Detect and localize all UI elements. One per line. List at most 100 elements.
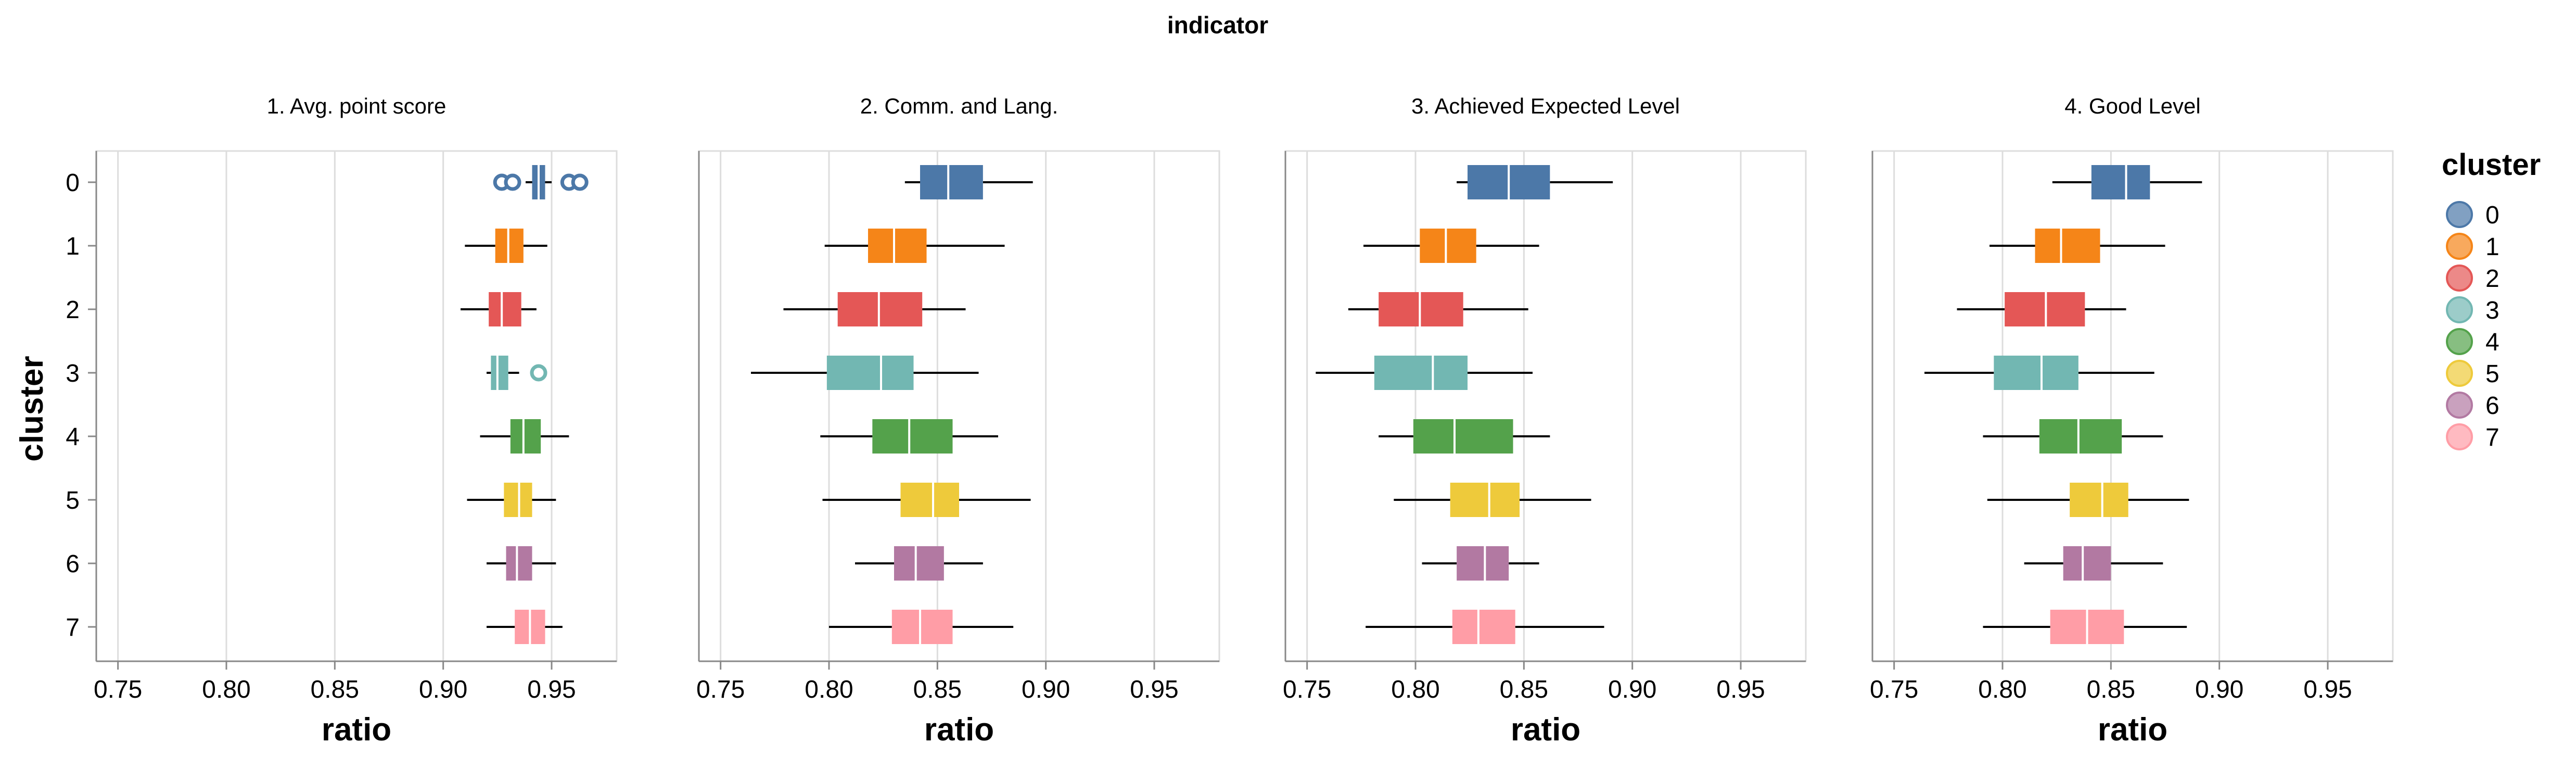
box-cluster-6 bbox=[2024, 546, 2163, 581]
box bbox=[1994, 356, 2078, 390]
box bbox=[920, 165, 983, 199]
legend-swatch bbox=[2446, 392, 2473, 419]
box-cluster-1 bbox=[1990, 229, 2165, 263]
x-tick-label: 0.85 bbox=[311, 676, 359, 703]
outlier-point bbox=[571, 173, 589, 191]
legend-item-3: 3 bbox=[2446, 296, 2500, 324]
legend-item-6: 6 bbox=[2446, 392, 2500, 420]
legend-item-1: 1 bbox=[2446, 233, 2500, 261]
box bbox=[2091, 165, 2150, 199]
x-tick-label: 0.80 bbox=[805, 676, 853, 703]
box-cluster-4 bbox=[1379, 419, 1550, 454]
x-tick-label: 0.85 bbox=[913, 676, 962, 703]
panels: 1. Avg. point score 0.75 0.80 0.85 0.90 0.95 r… bbox=[66, 94, 2394, 748]
legend-label: 3 bbox=[2485, 297, 2500, 324]
panel-title: 3. Achieved Expected Level bbox=[1411, 94, 1680, 118]
chart-title: indicator bbox=[1167, 11, 1268, 39]
panel-frame bbox=[95, 150, 618, 662]
box-cluster-4 bbox=[1983, 419, 2163, 454]
x-tick-label: 0.75 bbox=[696, 676, 745, 703]
x-axis-title: ratio bbox=[322, 712, 391, 748]
box-cluster-4 bbox=[480, 419, 569, 454]
legend: cluster 0 1 2 3 4 5 6 7 bbox=[2442, 148, 2541, 451]
legend-item-5: 5 bbox=[2446, 360, 2500, 388]
box-cluster-7 bbox=[1983, 610, 2187, 644]
panel-frame bbox=[698, 150, 1220, 662]
box-cluster-2 bbox=[1957, 292, 2126, 326]
x-tick-label: 0.85 bbox=[1500, 676, 1548, 703]
x-tick-label: 0.95 bbox=[1716, 676, 1765, 703]
x-tick-label: 0.75 bbox=[1283, 676, 1331, 703]
y-tick-label: 7 bbox=[66, 614, 80, 641]
x-tick-label: 0.80 bbox=[1391, 676, 1439, 703]
box-cluster-5 bbox=[1987, 483, 2189, 517]
x-tick-label: 0.95 bbox=[1130, 676, 1178, 703]
legend-title: cluster bbox=[2442, 148, 2541, 182]
legend-label: 4 bbox=[2485, 329, 2500, 356]
panel-title: 2. Comm. and Lang. bbox=[860, 94, 1059, 118]
x-tick-label: 0.90 bbox=[1608, 676, 1656, 703]
box bbox=[1420, 229, 1476, 263]
panel-1: 1. Avg. point score 0.75 0.80 0.85 0.90 0.95 r… bbox=[66, 94, 618, 748]
y-tick-label: 4 bbox=[66, 423, 80, 451]
box-cluster-3 bbox=[751, 356, 979, 390]
box bbox=[491, 356, 508, 390]
box-cluster-0 bbox=[2052, 165, 2202, 199]
legend-item-0: 0 bbox=[2446, 201, 2500, 229]
box bbox=[872, 419, 953, 454]
legend-label: 2 bbox=[2485, 265, 2500, 293]
box bbox=[2063, 546, 2111, 581]
box bbox=[2005, 292, 2085, 326]
box-cluster-0 bbox=[904, 165, 1033, 199]
y-tick-label: 5 bbox=[66, 487, 80, 514]
panel-2: 2. Comm. and Lang. 0.75 0.80 0.85 0.90 0.95 ra… bbox=[696, 94, 1220, 748]
box bbox=[900, 483, 959, 517]
box-cluster-3 bbox=[1924, 356, 2154, 390]
box bbox=[2035, 229, 2100, 263]
legend-label: 1 bbox=[2485, 233, 2500, 261]
box-cluster-0 bbox=[1457, 165, 1613, 199]
box-cluster-6 bbox=[487, 546, 556, 581]
box bbox=[1413, 419, 1513, 454]
legend-swatch bbox=[2446, 233, 2473, 260]
legend-label: 7 bbox=[2485, 424, 2500, 451]
outlier-point bbox=[504, 173, 521, 191]
box-cluster-3 bbox=[1316, 356, 1533, 390]
box bbox=[489, 292, 521, 326]
y-tick-label: 1 bbox=[66, 233, 80, 260]
panel-title: 1. Avg. point score bbox=[267, 94, 447, 118]
legend-label: 6 bbox=[2485, 392, 2500, 420]
panel-4: 4. Good Level 0.75 0.80 0.85 0.90 0.95 ratio bbox=[1870, 94, 2394, 748]
box bbox=[495, 229, 524, 263]
x-tick-label: 0.95 bbox=[527, 676, 576, 703]
box bbox=[1452, 610, 1515, 644]
legend-items: 0 1 2 3 4 5 6 7 bbox=[2446, 201, 2500, 451]
box-cluster-7 bbox=[487, 610, 563, 644]
legend-label: 0 bbox=[2485, 202, 2500, 229]
y-tick-label: 6 bbox=[66, 550, 80, 578]
box-cluster-5 bbox=[1394, 483, 1591, 517]
box-cluster-2 bbox=[461, 292, 537, 326]
box bbox=[1450, 483, 1520, 517]
x-tick-label: 0.95 bbox=[2303, 676, 2352, 703]
x-tick-label: 0.80 bbox=[1978, 676, 2026, 703]
x-axis-title: ratio bbox=[1511, 712, 1580, 748]
box bbox=[2070, 483, 2128, 517]
y-tick-label: 0 bbox=[66, 169, 80, 197]
box-cluster-2 bbox=[783, 292, 966, 326]
y-tick-label: 2 bbox=[66, 296, 80, 324]
legend-label: 5 bbox=[2485, 360, 2500, 388]
legend-item-4: 4 bbox=[2446, 328, 2500, 356]
y-tick-label: 3 bbox=[66, 360, 80, 387]
box-cluster-1 bbox=[465, 229, 547, 263]
panel-title: 4. Good Level bbox=[2064, 94, 2201, 118]
box-cluster-1 bbox=[824, 229, 1005, 263]
box bbox=[504, 483, 532, 517]
panel-frame bbox=[1284, 150, 1807, 662]
x-tick-label: 0.90 bbox=[419, 676, 467, 703]
x-axis-title: ratio bbox=[2098, 712, 2167, 748]
x-tick-label: 0.85 bbox=[2087, 676, 2135, 703]
box-cluster-1 bbox=[1363, 229, 1539, 263]
legend-swatch bbox=[2446, 360, 2473, 387]
box bbox=[1457, 546, 1509, 581]
